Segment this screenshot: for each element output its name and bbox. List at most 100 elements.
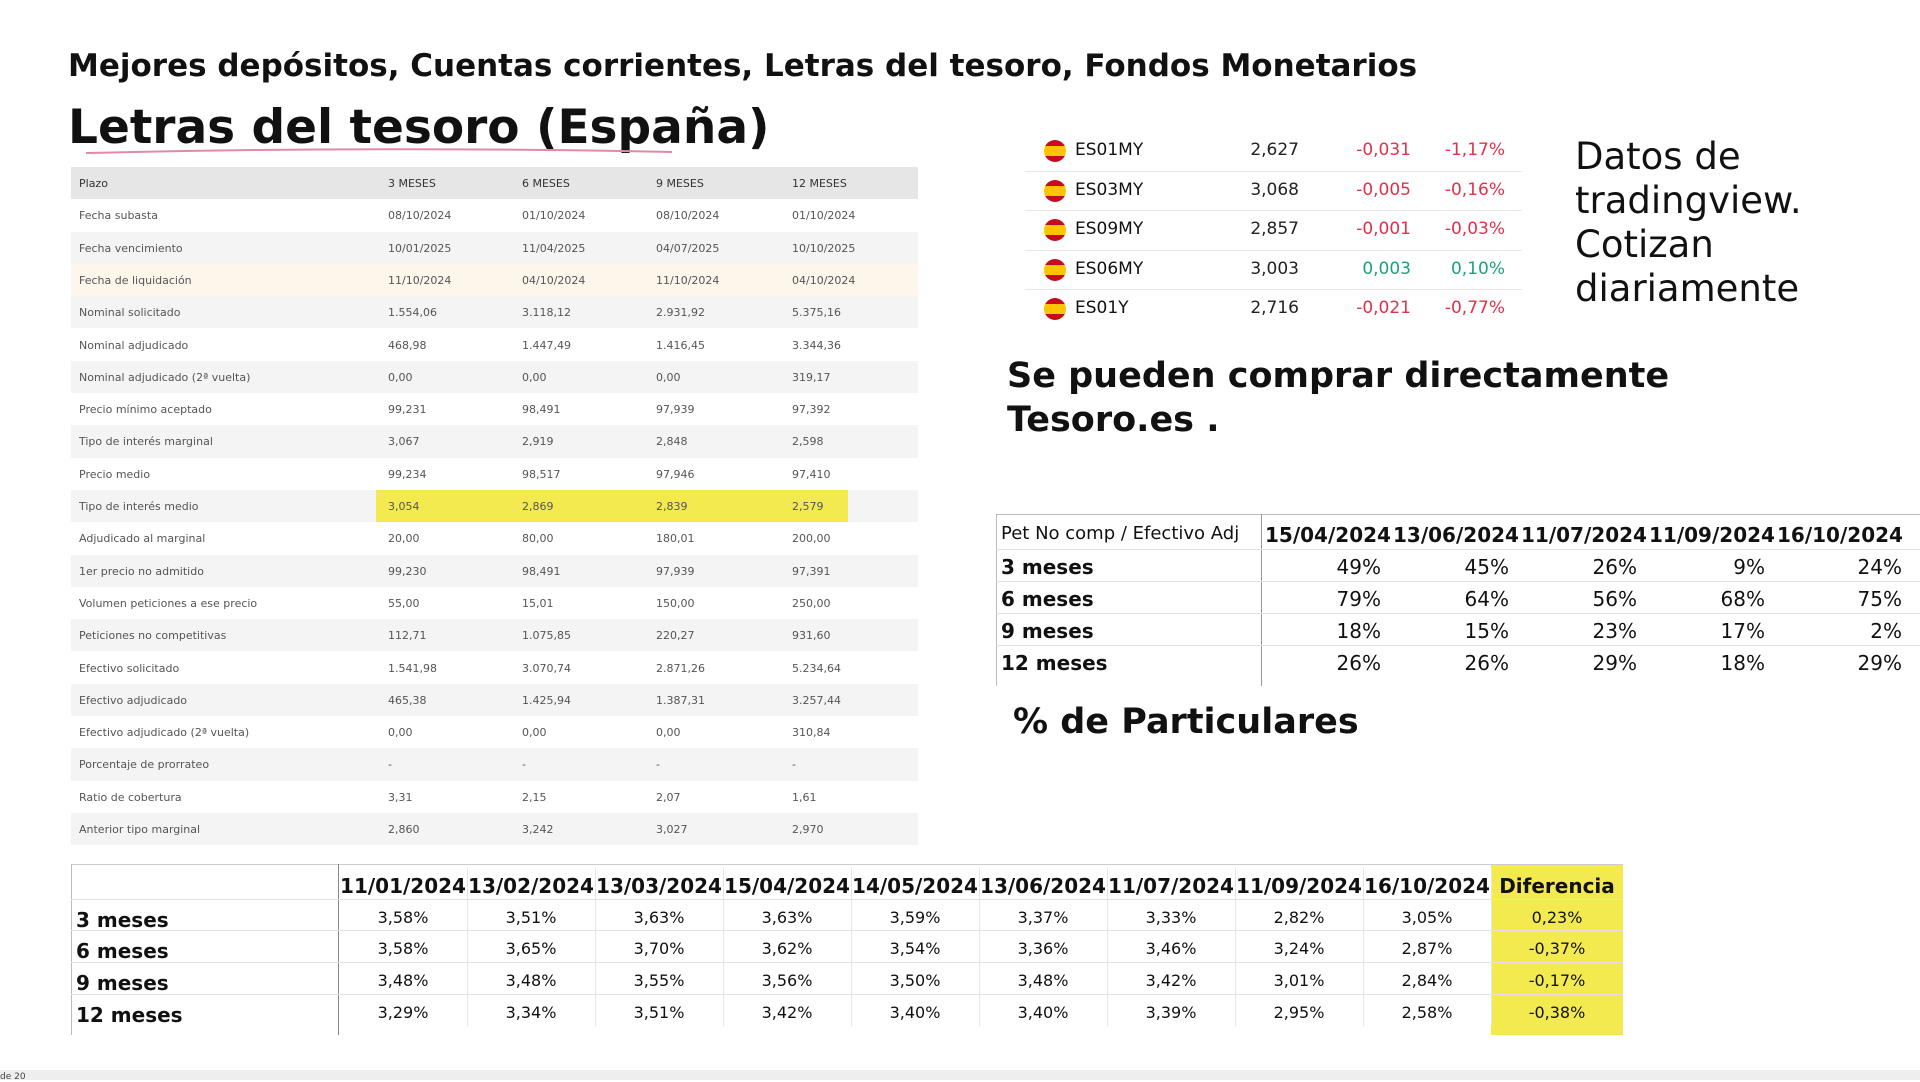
row-bg [71, 813, 918, 846]
cell: 2,869 [522, 500, 554, 513]
cell: 2,970 [792, 823, 824, 836]
underline [85, 148, 673, 154]
header-cell: 3 MESES [388, 177, 436, 190]
col-line [1235, 931, 1236, 964]
cell: 3,50% [889, 971, 941, 991]
cell: 0,00 [656, 726, 681, 740]
row-bg [71, 425, 918, 458]
col-line [851, 868, 852, 900]
cell: 18% [1720, 651, 1765, 675]
cell: 3,42% [1145, 971, 1197, 991]
cell: Efectivo adjudicado [79, 693, 188, 707]
footer: de 20 [0, 1072, 26, 1082]
cell: Anterior tipo marginal [79, 823, 201, 836]
flag [1044, 298, 1066, 320]
cell: 0,00 [656, 370, 681, 384]
cell: 18% [1336, 619, 1381, 643]
table-border [996, 514, 1920, 515]
cell: Tipo de interés medio [79, 500, 199, 513]
cell: 3 meses [76, 907, 169, 932]
col-line [851, 994, 852, 1027]
change: -0,001 [1356, 219, 1411, 239]
symbol: ES01Y [1075, 298, 1129, 318]
cell: Fecha de liquidación [79, 273, 192, 287]
cell: 6 meses [1001, 587, 1094, 611]
cell: 3,34% [505, 1002, 557, 1022]
cell: - [656, 758, 660, 772]
cell: 01/10/2024 [522, 209, 586, 223]
cell: 468,98 [388, 338, 427, 352]
cell: - [522, 758, 526, 772]
cell: 17% [1720, 619, 1765, 643]
cell: 01/10/2024 [792, 209, 856, 223]
particulares-label: % de Particulares [1013, 702, 1359, 742]
cell: 3,33% [1145, 907, 1197, 927]
cell: 200,00 [792, 532, 831, 546]
cell: 3,027 [656, 823, 688, 836]
cell: -0,37% [1528, 939, 1586, 959]
cell: 9% [1733, 555, 1765, 579]
cell: 3,63% [761, 907, 813, 927]
header-cell: Diferencia [1499, 874, 1615, 898]
cell: 3,59% [889, 907, 941, 927]
col-line [1491, 963, 1492, 995]
cell: -0,38% [1528, 1002, 1586, 1022]
cell: 0,00 [388, 370, 413, 384]
cell: 68% [1720, 587, 1765, 611]
cell: 3,54% [889, 939, 941, 959]
col-line [1363, 899, 1364, 932]
cell: 3,40% [889, 1002, 941, 1022]
cell: 3,42% [761, 1002, 813, 1022]
col-line [1363, 931, 1364, 964]
cell: 0,23% [1531, 907, 1583, 927]
cell: 10/01/2025 [388, 241, 452, 255]
col-line [1363, 963, 1364, 995]
col-line [1107, 963, 1108, 995]
cell: 0,00 [522, 726, 547, 740]
cell: Peticiones no competitivas [79, 629, 227, 643]
row-line [996, 581, 1920, 582]
col-line [1107, 994, 1108, 1027]
col-line [851, 963, 852, 995]
cell: 97,410 [792, 467, 831, 481]
row-line [71, 962, 1623, 964]
cell: 04/10/2024 [792, 273, 856, 287]
flag [1044, 219, 1066, 241]
title: Letras del tesoro (España) [68, 100, 770, 155]
col-line [595, 931, 596, 964]
row-line [996, 645, 1920, 646]
cell: 55,00 [388, 596, 420, 610]
cell: 2,848 [656, 435, 688, 449]
row-line [71, 930, 1623, 932]
row-line [996, 549, 1920, 550]
header-cell: Pet No comp / Efectivo Adj [1001, 523, 1240, 544]
cell: 2,07 [656, 790, 681, 804]
header-cell: 11/07/2024 [1521, 523, 1647, 547]
cell: 220,27 [656, 629, 695, 643]
row-bg [71, 586, 918, 620]
col-line [467, 899, 468, 932]
col-line [1363, 868, 1364, 900]
row-bg [71, 683, 918, 717]
col-line [467, 963, 468, 995]
col-line [1491, 931, 1492, 964]
cell: 1.416,45 [656, 338, 705, 352]
col-line [595, 963, 596, 995]
cell: 3,58% [377, 939, 429, 959]
cell: 3.344,36 [792, 338, 841, 352]
cell: 99,230 [388, 564, 427, 578]
header-cell: 11/09/2024 [1649, 523, 1775, 547]
change: -0,005 [1356, 179, 1411, 200]
header-cell: 6 MESES [522, 177, 570, 190]
header-cell: 16/10/2024 [1777, 523, 1903, 547]
row-bg [71, 780, 918, 813]
cell: 3,05% [1401, 907, 1453, 927]
cell: 9 meses [1001, 619, 1094, 643]
cell: 11/04/2025 [522, 241, 586, 255]
cell: -0,17% [1528, 971, 1586, 991]
flag [1044, 179, 1066, 202]
flag [1044, 140, 1066, 162]
col-line [723, 899, 724, 932]
cell: 0,00 [388, 726, 413, 740]
row-bg [71, 296, 918, 329]
